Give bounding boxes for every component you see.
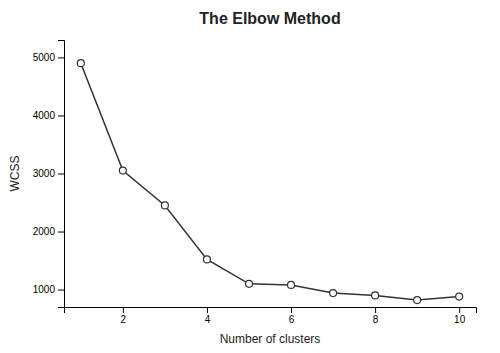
point: [119, 167, 126, 174]
tick: 8: [373, 307, 379, 325]
point: [372, 292, 379, 299]
tick: 6: [289, 307, 295, 325]
y-axis-title: WCSS: [8, 156, 22, 192]
tick: 1000: [33, 284, 64, 295]
point: [330, 290, 337, 297]
tick-mark: [58, 115, 64, 116]
point: [161, 202, 168, 209]
tick: 4000: [33, 110, 64, 121]
tick: 5000: [33, 52, 64, 63]
chart: 2 4 6 8 10 1000 2000 3000 4000 5000 The Elbow Meth…: [0, 0, 500, 353]
tick-label: 2000: [33, 226, 56, 237]
tick-label: 3000: [33, 168, 56, 179]
point: [77, 60, 84, 67]
point: [456, 293, 463, 300]
tick-label: 8: [373, 314, 379, 325]
tick-mark: [459, 307, 460, 313]
tick-mark: [58, 290, 64, 291]
point: [414, 297, 421, 304]
tick-mark: [207, 307, 208, 313]
line: [81, 63, 459, 300]
tick-label: 1000: [33, 284, 56, 295]
tick-mark: [58, 57, 64, 58]
point: [203, 256, 210, 263]
tick-label: 5000: [33, 52, 56, 63]
point: [288, 281, 295, 288]
tick-mark: [58, 232, 64, 233]
tick-label: 4000: [33, 110, 56, 121]
tick-mark: [58, 174, 64, 175]
plot-area: 2 4 6 8 10 1000 2000 3000 4000 5000: [33, 41, 477, 326]
title: The Elbow Method: [199, 10, 340, 27]
tick: 2: [121, 307, 127, 325]
tick-label: 4: [205, 314, 211, 325]
tick: 4: [205, 307, 211, 325]
point: [245, 280, 252, 287]
tick-label: 10: [454, 314, 466, 325]
tick-mark: [291, 307, 292, 313]
axis-line: [65, 308, 477, 314]
x-axis-title: Number of clusters: [220, 332, 321, 346]
tick: 10: [454, 307, 466, 325]
series: [77, 60, 462, 304]
tick-mark: [123, 307, 124, 313]
tick-label: 2: [121, 314, 127, 325]
axis-line: [58, 41, 65, 308]
tick-mark: [375, 307, 376, 313]
tick: 2000: [33, 226, 64, 237]
y-axis: 1000 2000 3000 4000 5000: [33, 41, 65, 308]
tick-label: 6: [289, 314, 295, 325]
x-axis: 2 4 6 8 10: [65, 307, 477, 325]
tick: 3000: [33, 168, 64, 179]
